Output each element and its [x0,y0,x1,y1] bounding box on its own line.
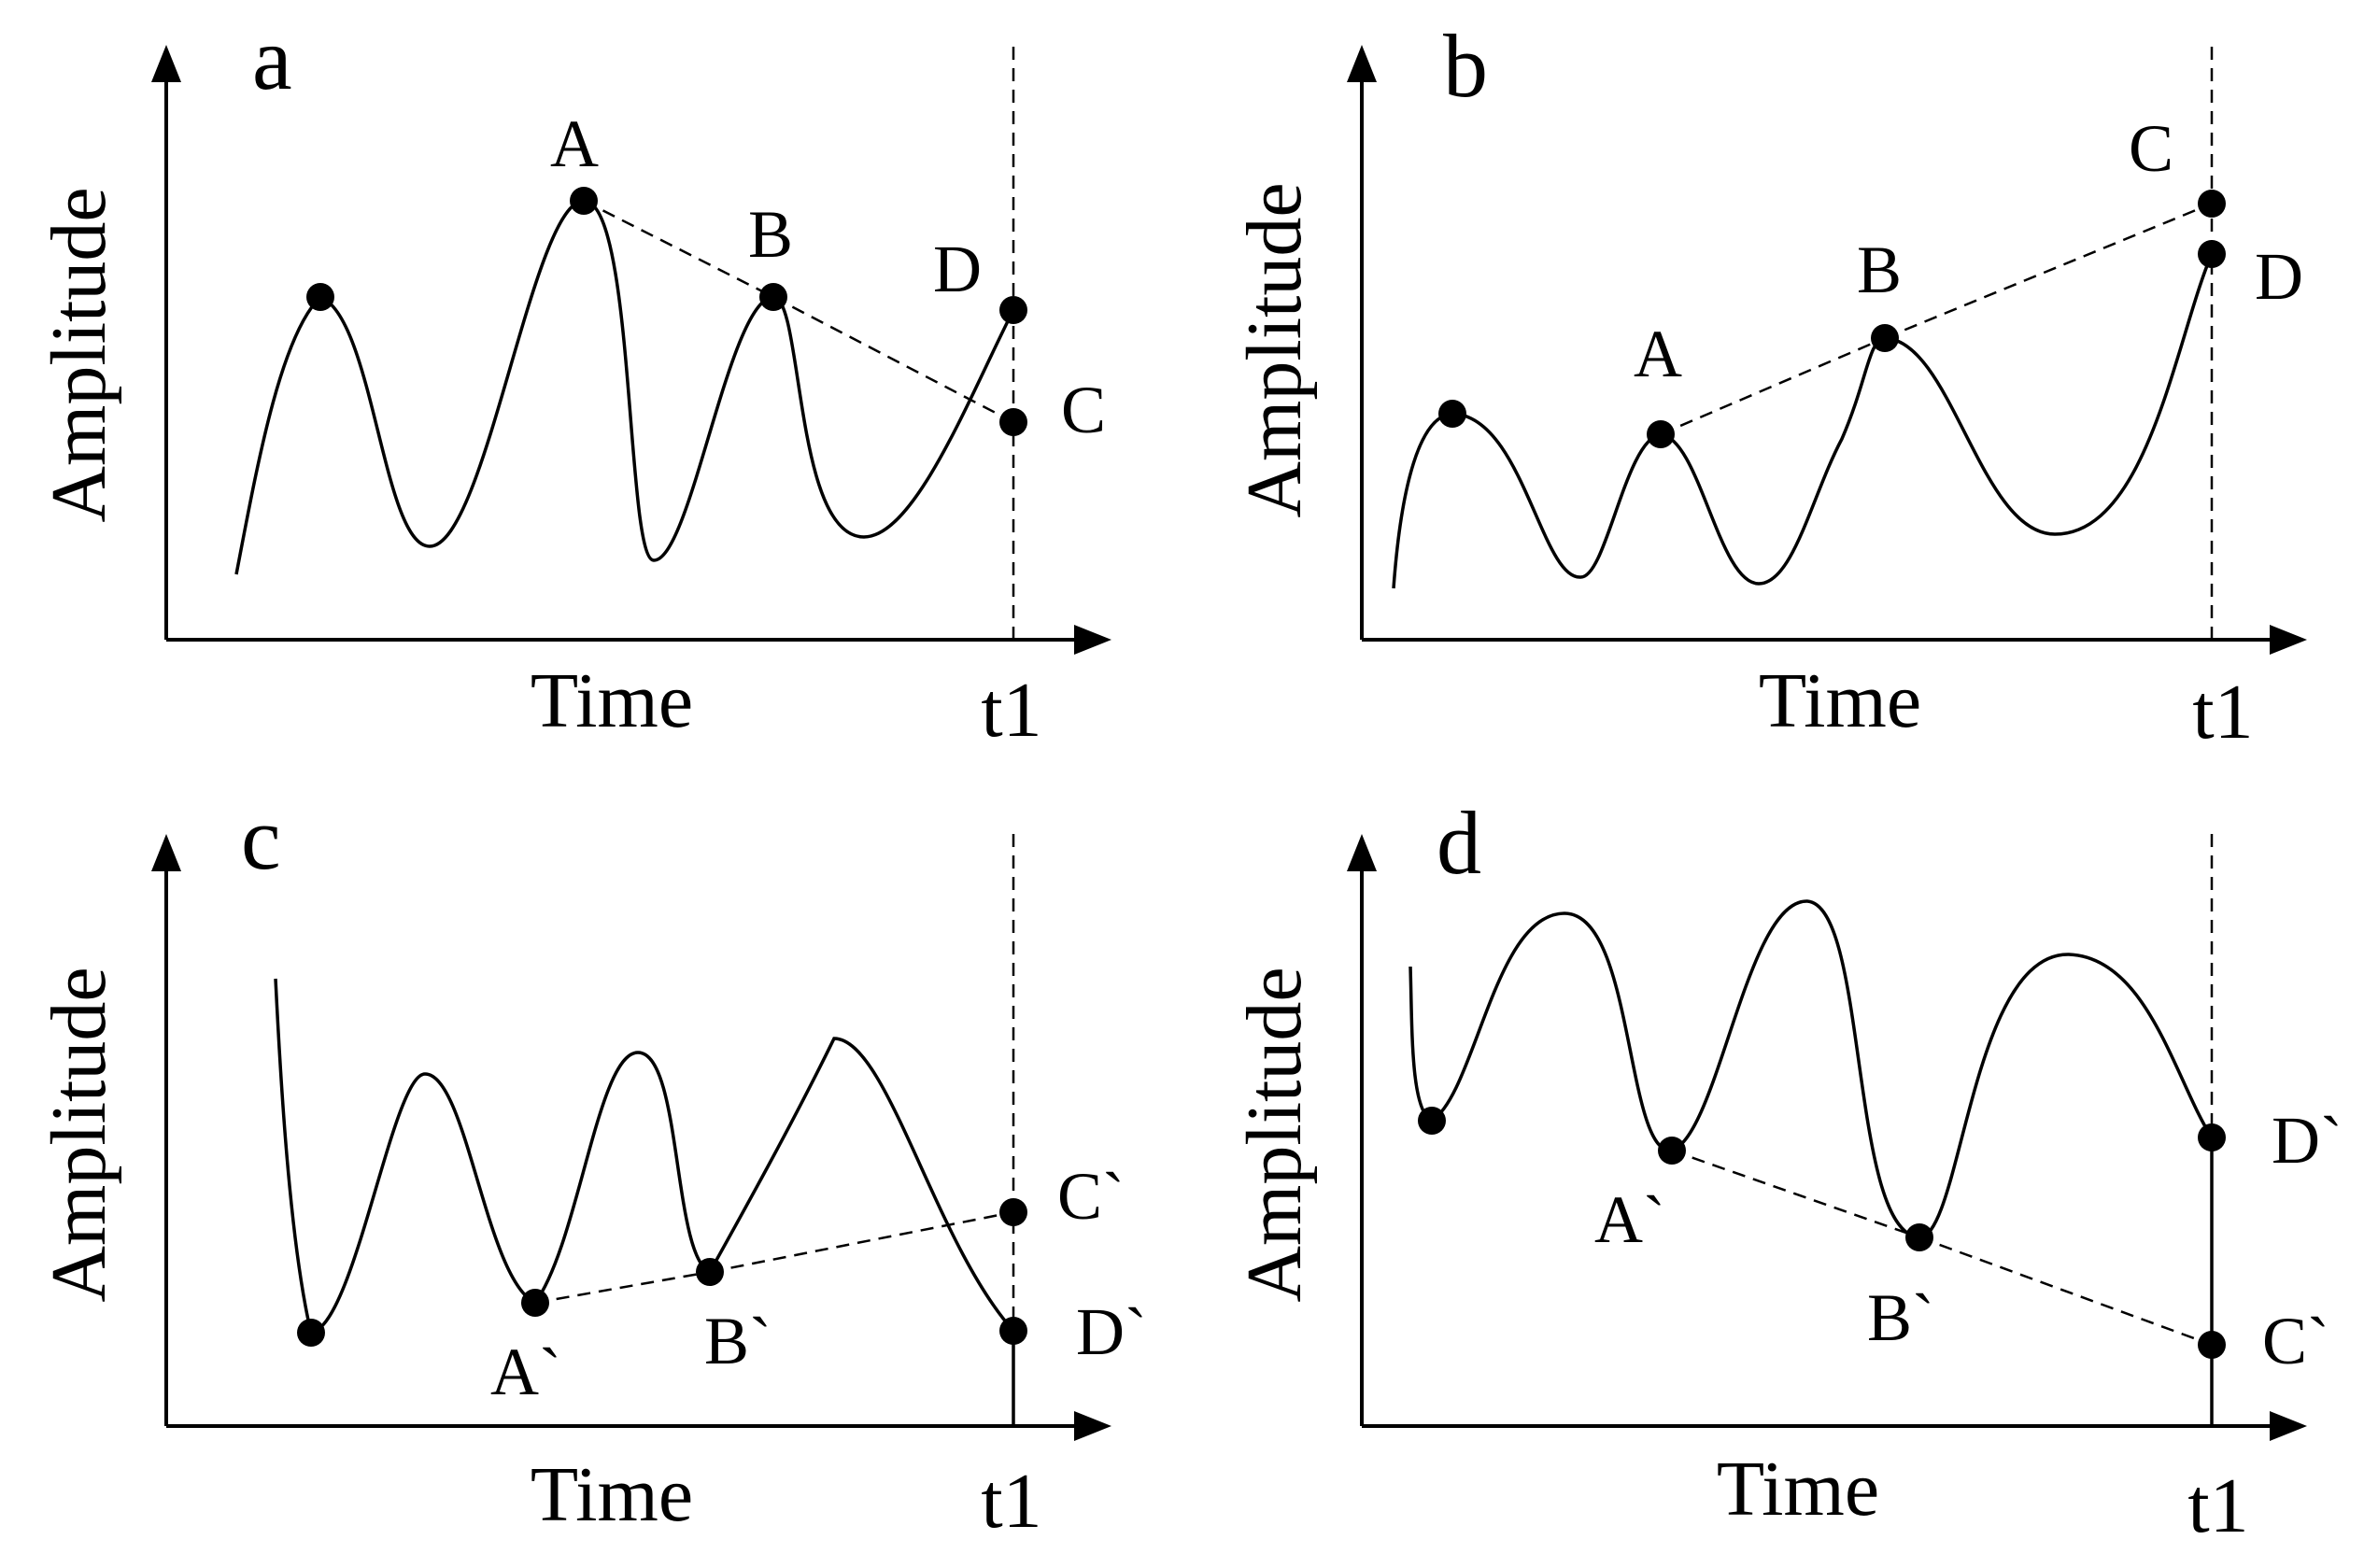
y-axis-label: Amplitude [1231,182,1318,517]
point-A-label: A [1634,317,1682,391]
x-axis-label: Time [1717,1446,1879,1533]
y-axis-label: Amplitude [35,187,122,522]
point-D-prime [999,1317,1027,1345]
extremum-point [297,1319,325,1347]
lower-envelope-line [534,1270,711,1305]
point-B [759,283,787,311]
point-D [2198,240,2226,268]
x-axis-arrow [2270,625,2307,655]
t1-label: t1 [2187,1462,2248,1549]
panel-c: c Amplitude Time t1 A` B` C` D` [35,788,1147,1545]
point-A-prime [1658,1137,1686,1165]
point-A [1647,420,1675,448]
extremum-point [1438,400,1466,428]
x-axis-arrow [1074,1411,1111,1441]
point-C-prime [2198,1331,2226,1359]
x-axis-arrow [2270,1411,2307,1441]
upper-envelope-line [1660,336,1886,436]
x-axis-label: Time [531,1451,693,1538]
point-C-prime-label: C` [2262,1304,2329,1378]
panel-d: d Amplitude Time t1 A` B` C` D` [1231,793,2343,1549]
t1-label: t1 [2192,669,2253,756]
upper-envelope-line [583,199,774,299]
lower-envelope-line [709,1210,1014,1274]
panel-b: b Amplitude Time t1 A B C D [1231,16,2307,756]
point-C [999,408,1027,436]
point-A-prime [521,1289,549,1317]
y-axis-label: Amplitude [1231,967,1318,1302]
panel-letter: d [1437,793,1481,893]
signal-curve [1408,899,2214,1239]
x-axis-label: Time [1759,657,1921,744]
t1-label: t1 [981,1458,1041,1545]
y-axis-arrow [1347,45,1377,82]
y-axis-label: Amplitude [35,967,122,1302]
point-B-prime-label: B` [1867,1280,1934,1355]
upper-envelope-line [772,295,1014,424]
point-B-prime [696,1258,724,1286]
point-D-prime-label: D` [2272,1103,2343,1178]
point-B-prime-label: B` [704,1304,771,1378]
upper-envelope-line [1884,202,2213,340]
point-C-label: C [1061,373,1106,447]
point-D-label: D [933,232,982,306]
lower-envelope-line [1918,1236,2213,1347]
point-D-prime-label: D` [1076,1294,1147,1369]
point-B-label: B [748,197,793,272]
point-D-prime [2198,1123,2226,1151]
panel-letter: b [1443,16,1488,116]
point-C [2198,190,2226,218]
panel-letter: c [241,788,281,888]
signal-curve [1392,253,2214,589]
y-axis-arrow [151,834,181,871]
point-A [570,187,598,215]
point-B [1871,324,1899,352]
lower-envelope-line [1671,1149,1920,1239]
x-axis-arrow [1074,625,1111,655]
point-D-label: D [2255,239,2303,314]
point-A-prime-label: A` [490,1335,561,1409]
point-B-prime [1905,1223,1933,1251]
panel-a: a Amplitude Time t1 A B C D [35,8,1111,754]
point-A-prime-label: A` [1594,1182,1665,1257]
point-C-label: C [2129,111,2173,186]
signal-curve [234,199,1015,575]
point-D [999,296,1027,324]
point-A-label: A [550,106,599,181]
extremum-point [1418,1107,1446,1135]
t1-label: t1 [981,667,1041,754]
signal-curve [274,978,1015,1335]
point-C-prime-label: C` [1057,1159,1125,1234]
panel-letter: a [252,8,292,108]
extremum-point [306,283,334,311]
x-axis-label: Time [531,657,693,744]
point-B-label: B [1857,233,1902,307]
y-axis-arrow [1347,834,1377,871]
y-axis-arrow [151,45,181,82]
point-C-prime [999,1198,1027,1226]
